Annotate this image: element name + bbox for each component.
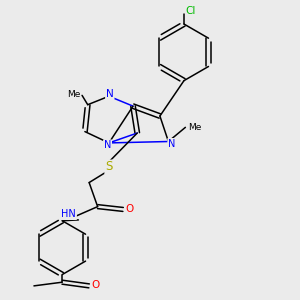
Text: O: O bbox=[125, 204, 134, 214]
Text: Cl: Cl bbox=[186, 6, 196, 16]
Text: Me: Me bbox=[67, 90, 80, 99]
Text: N: N bbox=[168, 139, 176, 149]
Text: HN: HN bbox=[61, 209, 76, 219]
Text: N: N bbox=[106, 89, 114, 99]
Text: S: S bbox=[105, 160, 112, 173]
Text: O: O bbox=[91, 280, 100, 290]
Text: N: N bbox=[104, 140, 111, 150]
Text: Me: Me bbox=[188, 123, 201, 132]
